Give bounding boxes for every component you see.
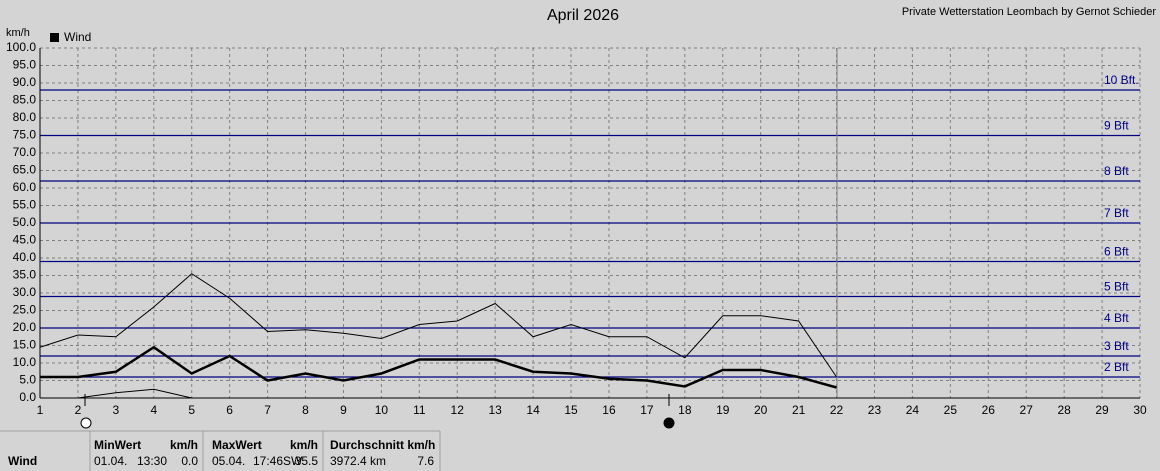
header: MinWert xyxy=(94,438,141,452)
y-tick-label: 85.0 xyxy=(13,93,37,107)
beaufort-label: 6 Bft xyxy=(1104,245,1129,259)
stats-row xyxy=(0,431,1160,471)
x-tick-label: 2 xyxy=(75,403,82,417)
x-tick-label: 4 xyxy=(150,403,157,417)
beaufort-label: 10 Bft. xyxy=(1104,73,1139,87)
y-tick-label: 25.0 xyxy=(13,303,37,317)
y-tick-label: 75.0 xyxy=(13,128,37,142)
x-tick-label: 15 xyxy=(564,403,578,417)
x-tick-label: 30 xyxy=(1133,403,1147,417)
y-tick-label: 5.0 xyxy=(19,373,36,387)
beaufort-label: 7 Bft xyxy=(1104,206,1129,220)
stats-table: Wind MinWert km/h 01.04. 13:30 0.0 MaxWe… xyxy=(0,430,1160,471)
beaufort-label: 8 Bft xyxy=(1104,164,1129,178)
x-tick-label: 14 xyxy=(526,403,540,417)
row-label: Wind xyxy=(8,454,37,468)
x-tick-label: 12 xyxy=(451,403,465,417)
x-tick-label: 27 xyxy=(1020,403,1034,417)
value: 35.5 xyxy=(295,454,319,468)
x-tick-label: 7 xyxy=(264,403,271,417)
full-moon-icon xyxy=(663,417,675,429)
y-tick-label: 50.0 xyxy=(13,215,37,229)
x-tick-label: 21 xyxy=(792,403,806,417)
value: 7.6 xyxy=(417,454,434,468)
value: 0.0 xyxy=(181,454,198,468)
y-tick-label: 90.0 xyxy=(13,75,37,89)
x-tick-label: 17 xyxy=(640,403,654,417)
beaufort-label: 2 Bft xyxy=(1104,360,1129,374)
series-line xyxy=(40,345,837,389)
beaufort-label: 4 Bft xyxy=(1104,311,1129,325)
x-tick-label: 23 xyxy=(868,403,882,417)
new-moon-icon xyxy=(80,417,92,429)
beaufort-label: 9 Bft xyxy=(1104,119,1129,133)
x-tick-label: 8 xyxy=(302,403,309,417)
series-line xyxy=(39,273,837,378)
x-tick-label: 22 xyxy=(830,403,844,417)
x-tick-label: 28 xyxy=(1057,403,1071,417)
header: MaxWert xyxy=(212,438,262,452)
x-tick-label: 10 xyxy=(375,403,389,417)
y-tick-label: 45.0 xyxy=(13,233,37,247)
y-tick-label: 10.0 xyxy=(13,355,37,369)
header: Durchschnitt km/h xyxy=(330,438,435,452)
unit: km/h xyxy=(290,438,318,452)
beaufort-label: 5 Bft xyxy=(1104,280,1129,294)
distance: 3972.4 km xyxy=(330,454,386,468)
x-tick-label: 9 xyxy=(340,403,347,417)
x-tick-label: 18 xyxy=(678,403,692,417)
y-tick-label: 95.0 xyxy=(13,58,37,72)
legend-label: Wind xyxy=(64,30,91,44)
y-axis-label: km/h xyxy=(6,27,30,39)
y-tick-label: 65.0 xyxy=(13,163,37,177)
x-tick-label: 5 xyxy=(188,403,195,417)
y-tick-label: 20.0 xyxy=(13,320,37,334)
legend-swatch xyxy=(50,33,59,42)
x-tick-label: 29 xyxy=(1095,403,1109,417)
y-tick-label: 55.0 xyxy=(13,198,37,212)
unit: km/h xyxy=(170,438,198,452)
x-tick-label: 1 xyxy=(37,403,44,417)
beaufort-label: 3 Bft xyxy=(1104,339,1129,353)
x-tick-label: 24 xyxy=(906,403,920,417)
time: 13:30 xyxy=(137,454,167,468)
y-tick-label: 70.0 xyxy=(13,145,37,159)
y-tick-label: 80.0 xyxy=(13,110,37,124)
y-tick-label: 30.0 xyxy=(13,285,37,299)
y-tick-label: 0.0 xyxy=(19,390,36,404)
x-tick-label: 19 xyxy=(716,403,730,417)
y-tick-label: 60.0 xyxy=(13,180,37,194)
date: 05.04. xyxy=(212,454,245,468)
date: 01.04. xyxy=(94,454,127,468)
x-tick-label: 6 xyxy=(226,403,233,417)
y-tick-label: 40.0 xyxy=(13,250,37,264)
x-tick-label: 20 xyxy=(754,403,768,417)
y-tick-label: 35.0 xyxy=(13,268,37,282)
x-tick-label: 13 xyxy=(488,403,502,417)
y-tick-label: 15.0 xyxy=(13,338,37,352)
time: 17:46 xyxy=(253,454,283,468)
chart-subtitle: Private Wetterstation Leombach by Gernot… xyxy=(902,6,1156,18)
x-tick-label: 25 xyxy=(944,403,958,417)
x-tick-label: 3 xyxy=(113,403,120,417)
x-tick-label: 26 xyxy=(982,403,996,417)
x-tick-label: 16 xyxy=(602,403,616,417)
x-tick-label: 11 xyxy=(413,403,426,417)
direction: SW xyxy=(283,454,303,468)
y-tick-label: 100.0 xyxy=(6,40,36,54)
chart-title: April 2026 xyxy=(547,7,619,24)
